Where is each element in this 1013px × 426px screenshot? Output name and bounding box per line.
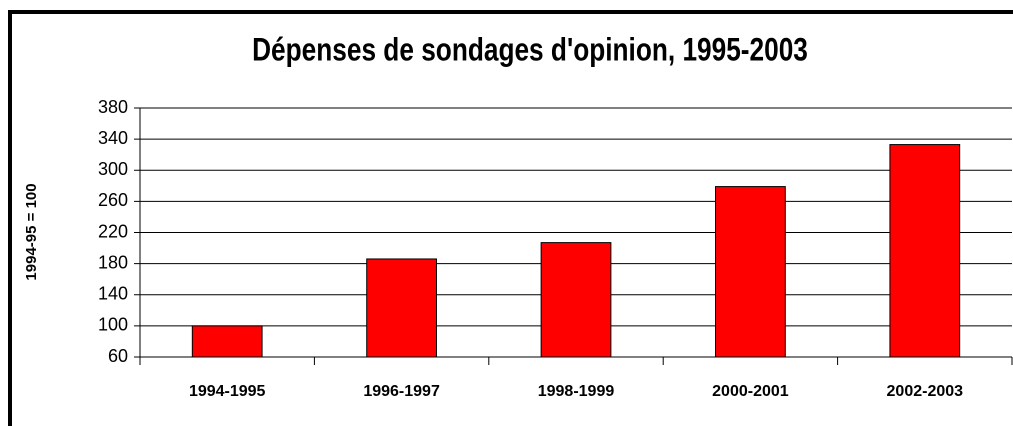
x-tick-label: 1996-1997 [363, 383, 440, 400]
y-axis-label: 1994-95 = 100 [23, 183, 40, 280]
y-tick-label: 220 [98, 221, 128, 241]
x-tick-label: 2000-2001 [712, 383, 789, 400]
y-tick-label: 380 [98, 97, 128, 117]
y-tick-label: 180 [98, 252, 128, 272]
bar [540, 242, 612, 358]
chart-border [8, 10, 1013, 426]
bar [715, 186, 786, 358]
y-tick-label: 100 [98, 315, 128, 335]
bar [191, 325, 263, 358]
x-tick-label: 2002-2003 [887, 383, 964, 400]
y-tick-label: 300 [98, 159, 128, 179]
y-tick-label: 340 [98, 128, 128, 148]
x-tick-label: 1998-1999 [538, 383, 615, 400]
bar [889, 144, 961, 358]
y-tick-label: 60 [108, 346, 128, 366]
y-tick-label: 140 [98, 284, 128, 304]
y-tick-label: 260 [98, 190, 128, 210]
chart-title: Dépenses de sondages d'opinion, 1995-200… [252, 33, 808, 68]
bar [366, 258, 437, 358]
x-tick-label: 1994-1995 [189, 383, 266, 400]
